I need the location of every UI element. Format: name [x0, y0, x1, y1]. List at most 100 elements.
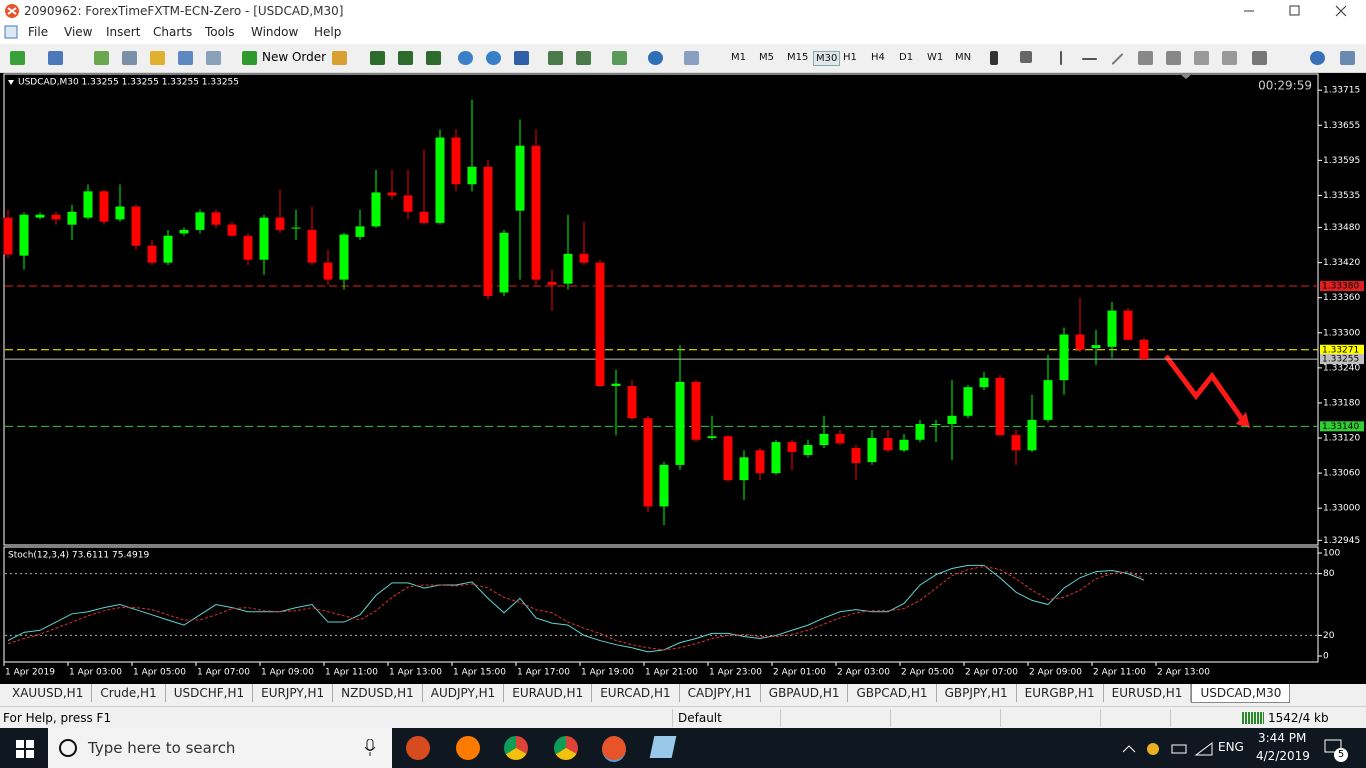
tool-icon[interactable] [48, 51, 63, 65]
menu-item[interactable]: Window [251, 25, 299, 39]
zoom-in[interactable] [458, 51, 473, 65]
cursor-tool[interactable] [990, 51, 998, 65]
crosshair-tool[interactable] [1020, 51, 1032, 63]
chrome-icon[interactable] [554, 736, 578, 760]
tool-icon[interactable] [684, 51, 699, 65]
chart-tab[interactable]: EURGBP,H1 [1017, 684, 1104, 702]
tool-icon[interactable] [1340, 51, 1355, 65]
timeframe-button[interactable]: H4 [871, 52, 885, 63]
x-tick-label: 1 Apr 17:00 [517, 668, 570, 678]
chart-tab[interactable]: EURUSD,H1 [1104, 684, 1192, 702]
chart-tab[interactable]: AUDJPY,H1 [423, 684, 505, 702]
menu-item[interactable]: View [64, 25, 93, 39]
candle-body [243, 235, 253, 260]
new-order-button[interactable]: New Order [262, 50, 327, 64]
zoom-out[interactable] [486, 51, 501, 65]
timeframe-button[interactable]: M15 [787, 52, 809, 63]
app-icon[interactable] [649, 736, 677, 758]
tool-icon[interactable] [576, 51, 591, 65]
candle-body [563, 253, 573, 284]
label-tool[interactable] [1222, 51, 1237, 65]
tool-icon[interactable] [122, 51, 137, 65]
profile: Default [678, 711, 722, 725]
candle-body [899, 439, 909, 451]
trend-tool[interactable] [1111, 52, 1124, 66]
tool-icon[interactable] [612, 51, 627, 65]
chart-tab[interactable]: NZDUSD,H1 [333, 684, 423, 702]
restore-button[interactable] [1289, 5, 1300, 16]
chrome-icon[interactable] [504, 736, 528, 760]
chart-tab[interactable]: CADJPY,H1 [680, 684, 761, 702]
timeframe-button[interactable]: MN [955, 52, 972, 63]
tool-icon[interactable] [514, 51, 529, 65]
tool-icon[interactable] [1166, 51, 1181, 65]
chart-tab[interactable]: GBPCAD,H1 [848, 684, 937, 702]
clock-time[interactable]: 3:44 PM [1258, 731, 1307, 745]
price-tag [1320, 421, 1364, 432]
tool-icon[interactable] [178, 51, 193, 65]
y-tick-label: 20 [1323, 631, 1335, 641]
tool-icon[interactable] [206, 51, 221, 65]
x-tick-label: 1 Apr 05:00 [133, 668, 186, 678]
timeframe-button[interactable]: H1 [843, 52, 857, 63]
y-tick-label: 1.33420 [1323, 258, 1360, 268]
timeframe-button[interactable]: M1 [731, 52, 746, 63]
menu-item[interactable]: Help [314, 25, 342, 39]
search-icon[interactable] [1310, 51, 1325, 65]
clock-date[interactable]: 4/2/2019 [1256, 749, 1310, 763]
tool-icon[interactable] [94, 51, 109, 65]
menu-item[interactable]: Tools [205, 25, 235, 39]
separator [1100, 709, 1101, 727]
menu-item[interactable]: Charts [153, 25, 193, 39]
start-button[interactable] [16, 740, 34, 758]
chart-tab[interactable]: GBPAUD,H1 [761, 684, 849, 702]
tool-icon[interactable] [426, 51, 441, 65]
tool-icon[interactable] [1138, 51, 1153, 65]
chart-tab[interactable]: EURJPY,H1 [253, 684, 334, 702]
chart-tab[interactable]: EURAUD,H1 [504, 684, 593, 702]
close-button[interactable] [1335, 5, 1347, 17]
chart-tab[interactable]: USDCAD,M30 [1191, 684, 1291, 703]
candle-body [3, 217, 13, 255]
vline-tool[interactable] [1060, 51, 1062, 65]
menu-item[interactable]: File [28, 25, 49, 39]
menu-item[interactable]: Insert [106, 25, 141, 39]
timeframe-button[interactable]: W1 [927, 52, 944, 63]
candle-body [643, 418, 653, 507]
timeframe-button[interactable]: M5 [759, 52, 774, 63]
y-tick-label: 1.33655 [1323, 121, 1360, 131]
tool-icon[interactable] [332, 51, 347, 65]
tool-icon[interactable] [150, 51, 165, 65]
candle-body [499, 232, 509, 293]
chart-tab[interactable]: EURCAD,H1 [592, 684, 680, 702]
candle-body [915, 423, 925, 440]
tool-icon[interactable] [1252, 51, 1267, 65]
timeframe-button[interactable]: D1 [899, 52, 914, 63]
tool-icon[interactable] [548, 51, 563, 65]
chart-tab[interactable]: XAUUSD,H1 [4, 684, 93, 702]
y-tick-label: 1.33120 [1323, 434, 1360, 444]
tool-icon[interactable] [398, 51, 413, 65]
timeframe-button[interactable]: M30 [813, 51, 841, 66]
tool-icon[interactable] [10, 51, 25, 65]
chart-tab[interactable]: GBPJPY,H1 [937, 684, 1017, 702]
mt4-icon[interactable] [602, 736, 626, 762]
firefox-icon[interactable] [456, 736, 480, 760]
price-tag [1320, 344, 1364, 355]
chart-tab[interactable]: USDCHF,H1 [166, 684, 254, 702]
app-icon[interactable] [406, 736, 430, 760]
tray-icons [1122, 742, 1213, 756]
candle-body [675, 381, 685, 465]
candle-body [1123, 310, 1133, 340]
tool-icon[interactable] [370, 51, 385, 65]
separator [890, 709, 891, 727]
text-tool[interactable] [1194, 51, 1209, 65]
hline-tool[interactable] [1082, 58, 1097, 60]
notification-icon[interactable] [1324, 738, 1344, 756]
language[interactable]: ENG [1218, 740, 1244, 754]
chart-tab[interactable]: Crude,H1 [92, 684, 166, 702]
search-box[interactable]: Type here to search [48, 728, 392, 768]
new-order-icon[interactable] [242, 51, 257, 65]
tool-icon[interactable] [648, 51, 663, 65]
candle-body [179, 229, 189, 234]
